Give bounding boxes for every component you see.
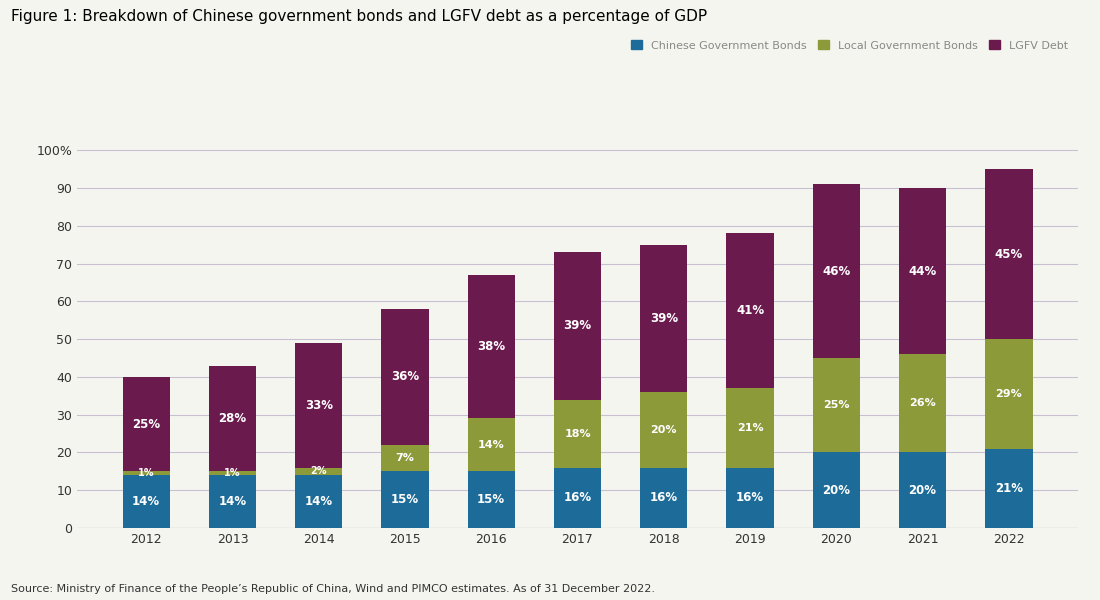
Bar xyxy=(899,452,946,528)
Bar xyxy=(640,392,688,467)
Text: 14%: 14% xyxy=(305,495,333,508)
Text: 39%: 39% xyxy=(650,312,678,325)
Text: 38%: 38% xyxy=(477,340,505,353)
Bar xyxy=(209,472,256,475)
Text: 41%: 41% xyxy=(736,304,764,317)
Text: Figure 1: Breakdown of Chinese government bonds and LGFV debt as a percentage of: Figure 1: Breakdown of Chinese governmen… xyxy=(11,9,707,24)
Text: 1%: 1% xyxy=(138,468,154,478)
Bar xyxy=(553,467,602,528)
Bar xyxy=(468,472,515,528)
Text: 16%: 16% xyxy=(650,491,678,504)
Bar xyxy=(209,365,256,472)
Bar xyxy=(899,188,946,354)
Text: 21%: 21% xyxy=(994,482,1023,495)
Bar xyxy=(986,449,1033,528)
Bar xyxy=(122,377,169,472)
Text: 14%: 14% xyxy=(132,495,161,508)
Bar xyxy=(726,233,773,388)
Bar xyxy=(295,475,342,528)
Bar xyxy=(468,275,515,418)
Text: 44%: 44% xyxy=(909,265,936,278)
Bar xyxy=(468,418,515,472)
Text: 20%: 20% xyxy=(823,484,850,497)
Bar xyxy=(553,400,602,467)
Bar xyxy=(295,467,342,475)
Text: 16%: 16% xyxy=(736,491,764,504)
Bar xyxy=(640,245,688,392)
Text: 25%: 25% xyxy=(132,418,161,431)
Text: 46%: 46% xyxy=(822,265,850,278)
Bar xyxy=(986,169,1033,339)
Bar xyxy=(813,358,860,452)
Bar xyxy=(640,467,688,528)
Bar xyxy=(122,475,169,528)
Text: 7%: 7% xyxy=(396,453,415,463)
Text: 14%: 14% xyxy=(477,440,505,450)
Bar xyxy=(553,252,602,400)
Text: 15%: 15% xyxy=(477,493,505,506)
Text: 21%: 21% xyxy=(737,423,763,433)
Bar xyxy=(122,472,169,475)
Bar xyxy=(726,467,773,528)
Bar xyxy=(295,343,342,467)
Text: 39%: 39% xyxy=(563,319,592,332)
Text: 33%: 33% xyxy=(305,399,332,412)
Text: 25%: 25% xyxy=(823,400,849,410)
Bar xyxy=(726,388,773,467)
Bar xyxy=(382,472,429,528)
Text: 26%: 26% xyxy=(909,398,936,409)
Bar xyxy=(813,184,860,358)
Text: 14%: 14% xyxy=(219,495,246,508)
Bar xyxy=(382,445,429,472)
Text: 20%: 20% xyxy=(909,484,936,497)
Legend: Chinese Government Bonds, Local Government Bonds, LGFV Debt: Chinese Government Bonds, Local Governme… xyxy=(627,36,1072,55)
Text: 28%: 28% xyxy=(219,412,246,425)
Text: 20%: 20% xyxy=(650,425,676,435)
Text: 16%: 16% xyxy=(563,491,592,504)
Bar xyxy=(382,309,429,445)
Text: 45%: 45% xyxy=(994,248,1023,260)
Bar xyxy=(899,354,946,452)
Text: Source: Ministry of Finance of the People’s Republic of China, Wind and PIMCO es: Source: Ministry of Finance of the Peopl… xyxy=(11,584,654,594)
Text: 36%: 36% xyxy=(390,370,419,383)
Text: 29%: 29% xyxy=(996,389,1022,399)
Text: 15%: 15% xyxy=(390,493,419,506)
Text: 18%: 18% xyxy=(564,428,591,439)
Bar xyxy=(209,475,256,528)
Text: 1%: 1% xyxy=(224,468,241,478)
Text: 2%: 2% xyxy=(310,466,327,476)
Bar xyxy=(813,452,860,528)
Bar xyxy=(986,339,1033,449)
